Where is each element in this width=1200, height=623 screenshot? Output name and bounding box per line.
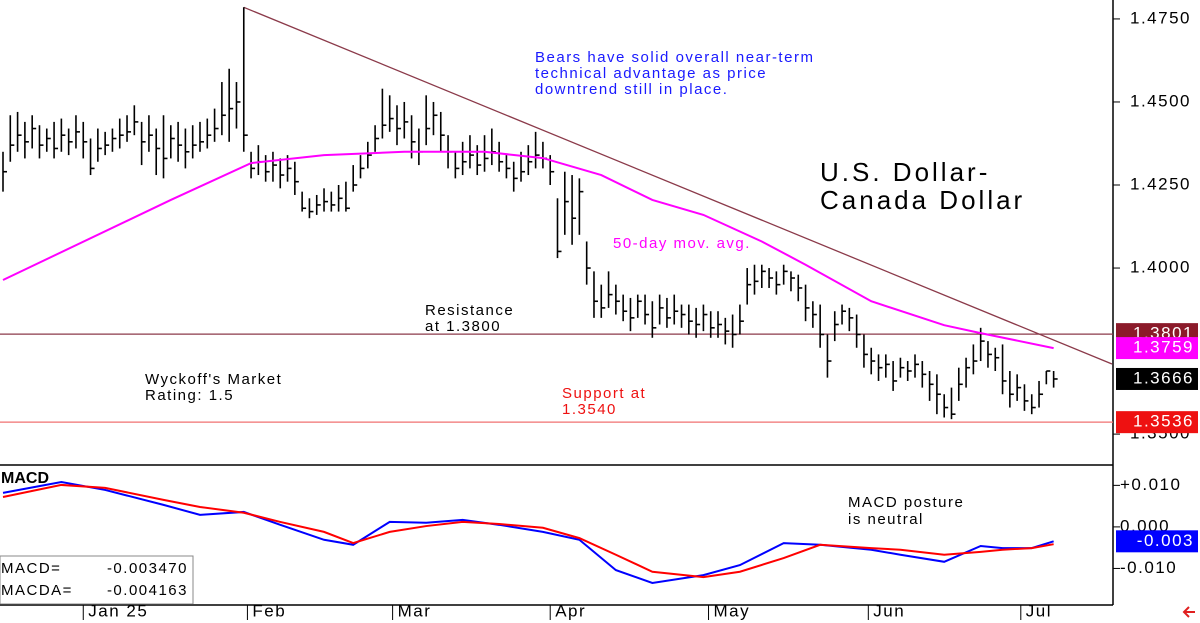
x-tick-label: Jun (873, 601, 905, 620)
x-tick-label: May (714, 601, 751, 620)
series-label: 50-day mov. avg. (613, 235, 751, 252)
annotation: 1.3540 (562, 401, 617, 418)
y-tick-label: 1.4500 (1130, 91, 1191, 110)
series-line (2, 481, 1054, 585)
note: technical advantage as price (535, 65, 767, 82)
price-tag-label: 1.3666 (1133, 368, 1194, 387)
readout-value: -0.004163 (107, 582, 188, 599)
price-tag (1116, 367, 1198, 390)
note: Bears have solid overall near-term (535, 49, 814, 66)
annotation: Rating: 1.5 (145, 387, 234, 404)
annotation: Support at (562, 385, 646, 402)
value-tag (1116, 530, 1198, 553)
annotation: Wyckoff's Market (145, 371, 282, 388)
nav-arrow (1182, 606, 1195, 618)
annotation: MACD posture (848, 494, 964, 511)
y-tick-label: 1.4250 (1130, 174, 1191, 193)
y-tick-label: 1.4750 (1130, 8, 1191, 27)
y-tick-label: -0.010 (1120, 558, 1177, 577)
price-tag (1116, 337, 1198, 360)
readout-box (0, 555, 194, 605)
series-line (2, 483, 1054, 579)
x-tick-label: Apr (555, 601, 586, 620)
price-tag (1116, 411, 1198, 434)
trend-line (243, 6, 1113, 365)
x-tick-label: Jan 25 (88, 601, 148, 620)
price-tag-label: 1.3759 (1133, 338, 1194, 357)
note: downtrend still in place. (535, 81, 728, 98)
value-tag-label: -0.003 (1137, 531, 1194, 550)
price-tag-label: 1.3536 (1133, 412, 1194, 431)
annotation: Resistance (425, 302, 514, 319)
annotation: is neutral (848, 511, 924, 528)
readout-name: MACD= (1, 560, 61, 577)
series-line (2, 150, 1054, 350)
readout-value: -0.003470 (107, 560, 188, 577)
x-tick-label: Feb (252, 601, 286, 620)
marks (0, 6, 1113, 585)
readout-name: MACDA= (1, 582, 73, 599)
x-tick-label: Jul (1026, 601, 1052, 620)
panel-title: MACD (1, 470, 49, 487)
annotation: at 1.3800 (425, 318, 501, 335)
y-tick-label: 1.4000 (1130, 258, 1191, 277)
chart-title: Canada Dollar (820, 185, 1025, 215)
chart-title: U.S. Dollar- (820, 157, 990, 187)
x-tick-label: Mar (398, 601, 432, 620)
y-tick-label: +0.010 (1120, 475, 1181, 494)
